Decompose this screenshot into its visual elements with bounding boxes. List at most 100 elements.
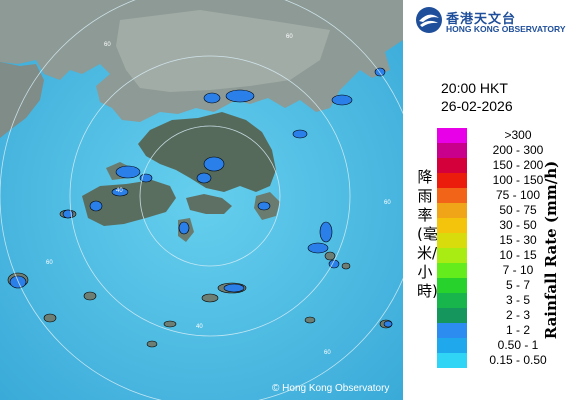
- ring-label: 60: [104, 42, 111, 48]
- legend-row: 5 - 7: [437, 278, 569, 293]
- legend-range-label: 30 - 50: [499, 218, 537, 232]
- legend-range-label: 200 - 300: [492, 143, 544, 157]
- copyright-symbol: ©: [272, 383, 283, 394]
- legend-swatch: [437, 338, 467, 353]
- rain-echo: [62, 209, 74, 219]
- legend-swatch: [437, 143, 467, 158]
- legend-swatch: [437, 308, 467, 323]
- range-ring: [69, 55, 351, 337]
- island: [201, 293, 219, 303]
- rain-echo: [383, 320, 393, 328]
- legend-range-label: 5 - 7: [505, 278, 530, 292]
- hko-logo[interactable]: 香港天文台 HONG KONG OBSERVATORY: [415, 6, 575, 36]
- island: [163, 320, 177, 328]
- legend-row: 3 - 5: [437, 293, 569, 308]
- legend-row: 75 - 100: [437, 188, 569, 203]
- radar-map[interactable]: 60 60 40 60 40 60 60 © Hong Kong Observa…: [0, 0, 403, 400]
- lantau-island: [82, 180, 176, 226]
- ring-label: 40: [116, 188, 123, 194]
- legend-range-label: 0.50 - 1: [497, 338, 539, 352]
- legend-row: 150 - 200: [437, 158, 569, 173]
- legend-row: 1 - 2: [437, 323, 569, 338]
- legend-row: >300: [437, 128, 569, 143]
- legend-swatch: [437, 158, 467, 173]
- legend-swatch: [437, 203, 467, 218]
- legend-row: 200 - 300: [437, 143, 569, 158]
- info-panel: 香港天文台 HONG KONG OBSERVATORY 20:00 HKT 26…: [403, 0, 577, 400]
- legend-row: 0.50 - 1: [437, 338, 569, 353]
- rain-echo: [292, 129, 308, 139]
- legend-swatch: [437, 323, 467, 338]
- org-name-cn: 香港天文台: [446, 12, 517, 27]
- legend-row: 10 - 15: [437, 248, 569, 263]
- ring-label: 40: [196, 324, 203, 330]
- legend-range-label: 15 - 30: [499, 233, 537, 247]
- ring-label: 60: [384, 200, 391, 206]
- copyright-notice: © Hong Kong Observatory: [272, 383, 389, 394]
- legend-row: 7 - 10: [437, 263, 569, 278]
- legend-range-label: 3 - 5: [505, 293, 530, 307]
- legend-swatch: [437, 233, 467, 248]
- legend-range-label: 10 - 15: [499, 248, 537, 262]
- rain-echoes: [9, 67, 393, 328]
- legend-range-label: 1 - 2: [505, 323, 530, 337]
- ring-label: 60: [286, 34, 293, 40]
- rain-echo: [178, 221, 190, 235]
- island: [83, 291, 97, 301]
- ring-label: 60: [324, 350, 331, 356]
- ring-label: 60: [46, 260, 53, 266]
- rain-echo: [203, 92, 221, 104]
- radar-image: 60 60 40 60 40 60 60: [0, 0, 403, 400]
- rain-echo: [115, 165, 141, 179]
- legend-range-label: 7 - 10: [502, 263, 534, 277]
- legend-range-label: >300: [504, 128, 532, 142]
- rain-echo: [257, 201, 271, 211]
- legend-range-label: 50 - 75: [499, 203, 537, 217]
- legend-swatch: [437, 263, 467, 278]
- legend-swatch: [437, 173, 467, 188]
- rain-echo: [203, 156, 225, 172]
- range-ring: [139, 125, 281, 267]
- island: [324, 251, 336, 261]
- range-rings: [0, 0, 403, 400]
- rain-echo: [223, 283, 245, 293]
- rain-echo: [319, 221, 333, 243]
- hko-emblem-icon: [416, 7, 442, 33]
- island: [43, 313, 57, 323]
- legend-range-label: 150 - 200: [492, 158, 544, 172]
- rain-echo: [89, 200, 103, 212]
- legend-swatch: [437, 248, 467, 263]
- legend-swatch: [437, 353, 467, 368]
- rain-echo: [331, 94, 353, 106]
- legend-range-label: 100 - 150: [492, 173, 544, 187]
- island: [341, 262, 351, 270]
- rain-echo: [374, 67, 386, 77]
- island: [304, 316, 316, 324]
- rain-echo: [111, 187, 129, 197]
- org-name-en: HONG KONG OBSERVATORY: [446, 24, 566, 34]
- legend-swatch: [437, 293, 467, 308]
- timestamp-date: 26-02-2026: [441, 98, 513, 114]
- mainland-highlands: [116, 10, 330, 92]
- legend-range-label: 2 - 3: [505, 308, 530, 322]
- copyright-text: Hong Kong Observatory: [282, 383, 390, 394]
- legend-range-label: 0.15 - 0.50: [489, 353, 547, 367]
- hk-island: [186, 194, 232, 214]
- legend-row: 15 - 30: [437, 233, 569, 248]
- legend-row: 50 - 75: [437, 203, 569, 218]
- legend-swatch: [437, 218, 467, 233]
- legend-swatch: [437, 128, 467, 143]
- legend-range-label: 75 - 100: [495, 188, 541, 202]
- legend-title-cn: 降雨率(毫米/小時): [417, 168, 438, 300]
- rain-echo: [225, 89, 255, 103]
- rain-echo: [307, 242, 329, 254]
- legend-swatch: [437, 188, 467, 203]
- legend-row: 0.15 - 0.50: [437, 353, 569, 368]
- legend-row: 2 - 3: [437, 308, 569, 323]
- rain-echo: [196, 172, 212, 184]
- legend-row: 100 - 150: [437, 173, 569, 188]
- legend-row: 30 - 50: [437, 218, 569, 233]
- island: [146, 340, 158, 348]
- legend-swatch: [437, 278, 467, 293]
- timestamp-time: 20:00 HKT: [441, 80, 508, 96]
